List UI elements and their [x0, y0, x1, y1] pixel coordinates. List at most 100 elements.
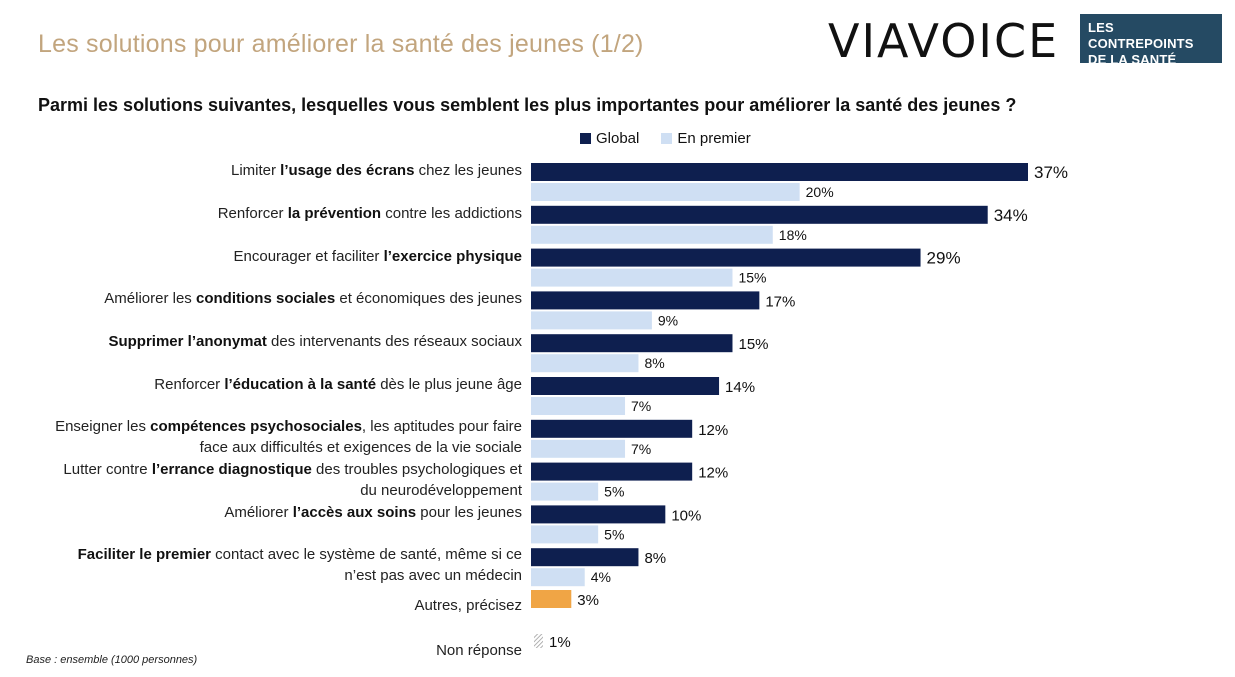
- data-label-premier: 15%: [738, 270, 766, 286]
- data-label-global: 12%: [698, 465, 728, 482]
- category-label-post: et économiques des jeunes: [335, 290, 522, 308]
- category-label-bold: compétences psychosociales: [150, 417, 362, 435]
- category-label-pre: Améliorer: [224, 504, 293, 522]
- page-title: Les solutions pour améliorer la santé de…: [38, 30, 644, 58]
- category-label: Non réponse: [2, 640, 522, 661]
- category-label: Améliorer l’accès aux soins pour les jeu…: [2, 502, 522, 523]
- category-label-bold: l’exercice physique: [383, 247, 522, 265]
- bar-global: [531, 205, 988, 224]
- bar-global: [531, 505, 666, 524]
- category-label-bold: Faciliter le premier: [77, 546, 212, 564]
- category-label-pre: Enseigner les: [55, 417, 151, 435]
- bar-premier: [531, 225, 773, 244]
- contrepoints-logo-line2: DE LA SANTÉ: [1088, 52, 1177, 67]
- category-label-line1: Autres, précisez: [2, 595, 522, 616]
- bar-non-reponse: [534, 634, 543, 648]
- category-label-line1: Supprimer l’anonymat des intervenants de…: [2, 331, 522, 352]
- category-label: Autres, précisez: [2, 595, 522, 616]
- category-labels: Limiter l’usage des écrans chez les jeun…: [0, 0, 530, 677]
- category-label-bold: l’errance diagnostique: [151, 460, 312, 478]
- category-label: Encourager et faciliter l’exercice physi…: [2, 246, 522, 267]
- category-label-line1: Renforcer l’éducation à la santé dès le …: [2, 374, 522, 395]
- category-label-line1: Enseigner les compétences psychosociales…: [2, 416, 522, 437]
- category-label-pre: Limiter: [230, 162, 281, 179]
- data-label-premier: 7%: [631, 398, 651, 414]
- category-label-line2: du neurodéveloppement: [360, 481, 522, 499]
- data-label-premier: 18%: [779, 227, 807, 243]
- category-label-bold: l’accès aux soins: [292, 504, 417, 522]
- category-label-bold: conditions sociales: [195, 290, 336, 308]
- legend-swatch-premier: [661, 133, 673, 144]
- chart-legend: Global En premier: [580, 130, 773, 147]
- category-label-bold: l’éducation à la santé: [224, 376, 377, 393]
- bar-global: [531, 462, 693, 481]
- bar-premier: [531, 183, 800, 201]
- bar-premier: [531, 525, 599, 544]
- category-label-post: contre les addictions: [381, 204, 522, 222]
- viavoice-logo: VIAVOICE: [828, 14, 1060, 68]
- category-label-post: chez les jeunes: [414, 162, 522, 179]
- data-label-global: 29%: [927, 249, 961, 268]
- bar-premier: [531, 568, 585, 587]
- category-label-pre: Renforcer: [217, 204, 288, 222]
- category-label: Lutter contre l’errance diagnostique des…: [2, 459, 522, 501]
- category-label-pre: Non réponse: [436, 642, 522, 659]
- bar-global: [531, 248, 921, 267]
- legend-label-global: Global: [596, 130, 640, 147]
- data-label-global: 8%: [644, 550, 666, 567]
- category-label-bold: l’usage des écrans: [280, 162, 415, 179]
- bar-global: [531, 291, 760, 310]
- category-label-line1: Faciliter le premier contact avec le sys…: [2, 544, 522, 565]
- data-label-global: 14%: [725, 379, 755, 396]
- contrepoints-logo-line1: LES CONTREPOINTS: [1088, 20, 1194, 51]
- bar-global: [531, 419, 693, 438]
- category-label: Enseigner les compétences psychosociales…: [2, 416, 522, 458]
- category-label-pre: Encourager et faciliter: [233, 247, 384, 265]
- base-note: Base : ensemble (1000 personnes): [26, 654, 198, 666]
- category-label-pre: Autres, précisez: [414, 597, 522, 614]
- category-label-pre: Renforcer: [154, 376, 225, 393]
- data-label-global: 17%: [765, 293, 795, 310]
- data-label-global: 10%: [671, 507, 701, 524]
- category-label: Limiter l’usage des écrans chez les jeun…: [2, 160, 522, 181]
- data-label-global: 3%: [577, 592, 599, 609]
- bar-premier: [531, 311, 652, 330]
- bar-premier: [531, 482, 599, 501]
- data-label-global: 34%: [994, 206, 1028, 225]
- category-label: Faciliter le premier contact avec le sys…: [2, 544, 522, 586]
- data-label-global: 15%: [738, 336, 768, 353]
- survey-question: Parmi les solutions suivantes, lesquelle…: [38, 95, 1017, 115]
- category-label-pre: Lutter contre: [63, 460, 152, 478]
- data-label-global: 12%: [698, 422, 728, 439]
- category-label-post: , les aptitudes pour faire: [361, 417, 522, 435]
- category-label-line1: Encourager et faciliter l’exercice physi…: [2, 246, 522, 267]
- category-label-line2: face aux difficultés et exigences de la …: [199, 438, 522, 456]
- contrepoints-logo: LES CONTREPOINTS DE LA SANTÉ: [1080, 14, 1222, 67]
- legend-item-global: Global: [580, 130, 639, 147]
- data-label-premier: 8%: [644, 355, 664, 371]
- data-label-premier: 5%: [604, 526, 624, 542]
- bar-premier: [531, 397, 626, 415]
- category-label-line2: n’est pas avec un médecin: [344, 567, 522, 585]
- data-label-premier: 5%: [604, 484, 624, 500]
- category-label: Améliorer les conditions sociales et éco…: [2, 288, 522, 309]
- category-label: Renforcer l’éducation à la santé dès le …: [2, 374, 522, 395]
- data-label-premier: 20%: [806, 184, 834, 200]
- category-label-line1: Renforcer la prévention contre les addic…: [2, 203, 522, 224]
- bar-autres: [531, 590, 572, 608]
- category-label-bold: Supprimer l’anonymat: [108, 333, 267, 351]
- category-label-post: dès le plus jeune âge: [376, 376, 522, 393]
- legend-label-premier: En premier: [677, 130, 751, 147]
- bar-global: [531, 548, 639, 567]
- category-label-bold: la prévention: [287, 204, 382, 222]
- bar-premier: [531, 354, 639, 373]
- bar-premier: [531, 439, 626, 458]
- data-label-premier: 9%: [658, 312, 678, 328]
- category-label-post: des intervenants des réseaux sociaux: [266, 333, 522, 351]
- category-label-line1: Améliorer l’accès aux soins pour les jeu…: [2, 502, 522, 523]
- category-label: Renforcer la prévention contre les addic…: [2, 203, 522, 224]
- bar-global: [531, 334, 733, 353]
- category-label-line1: Non réponse: [2, 640, 522, 661]
- bar-global: [531, 377, 720, 395]
- data-label-premier: 4%: [591, 569, 611, 585]
